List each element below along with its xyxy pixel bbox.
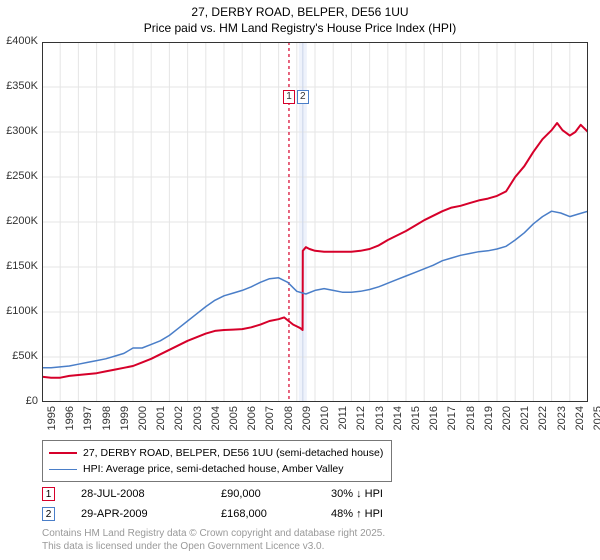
x-tick-label: 2014 (392, 406, 404, 438)
event-diff: 48% ↑ HPI (331, 508, 383, 520)
event-row: 2 29-APR-2009£168,00048% ↑ HPI (42, 504, 383, 524)
event-date: 28-JUL-2008 (81, 488, 221, 500)
event-price: £168,000 (221, 508, 331, 520)
x-tick-label: 2005 (228, 406, 240, 438)
x-tick-label: 2010 (319, 406, 331, 438)
x-tick-label: 2000 (137, 406, 149, 438)
copyright: Contains HM Land Registry data © Crown c… (42, 528, 385, 553)
x-tick-label: 2024 (574, 406, 586, 438)
x-tick-label: 2013 (374, 406, 386, 438)
events-table: 1 28-JUL-2008£90,00030% ↓ HPI 2 29-APR-2009… (42, 484, 383, 524)
x-tick-label: 2023 (556, 406, 568, 438)
legend-swatch (49, 452, 77, 454)
x-tick-label: 2020 (501, 406, 513, 438)
x-tick-label: 2025 (592, 406, 600, 438)
event-row-marker: 2 (42, 507, 55, 521)
x-tick-label: 1997 (82, 406, 94, 438)
x-tick-label: 2003 (192, 406, 204, 438)
legend-item: 27, DERBY ROAD, BELPER, DE56 1UU (semi-d… (49, 445, 383, 461)
legend-label: HPI: Average price, semi-detached house,… (83, 463, 344, 475)
legend-swatch (49, 469, 77, 470)
legend-label: 27, DERBY ROAD, BELPER, DE56 1UU (semi-d… (83, 447, 383, 459)
x-tick-label: 1995 (46, 406, 58, 438)
x-tick-label: 2007 (264, 406, 276, 438)
y-tick-label: £350K (0, 80, 38, 92)
y-tick-label: £250K (0, 170, 38, 182)
x-tick-label: 2004 (210, 406, 222, 438)
plot-area (42, 42, 588, 402)
legend: 27, DERBY ROAD, BELPER, DE56 1UU (semi-d… (42, 440, 392, 482)
y-tick-label: £150K (0, 260, 38, 272)
x-tick-label: 1996 (64, 406, 76, 438)
x-tick-label: 2015 (410, 406, 422, 438)
x-tick-label: 2002 (173, 406, 185, 438)
event-price: £90,000 (221, 488, 331, 500)
x-tick-label: 2006 (246, 406, 258, 438)
x-tick-label: 2018 (465, 406, 477, 438)
x-tick-label: 2019 (483, 406, 495, 438)
title-block: 27, DERBY ROAD, BELPER, DE56 1UU Price p… (0, 0, 600, 36)
event-date: 29-APR-2009 (81, 508, 221, 520)
chart-container: 27, DERBY ROAD, BELPER, DE56 1UU Price p… (0, 0, 600, 560)
x-tick-label: 1999 (119, 406, 131, 438)
x-tick-label: 2016 (428, 406, 440, 438)
event-row-marker: 1 (42, 487, 55, 501)
y-tick-label: £400K (0, 35, 38, 47)
x-tick-label: 2021 (519, 406, 531, 438)
x-tick-label: 2011 (337, 406, 349, 438)
x-tick-label: 2001 (155, 406, 167, 438)
y-tick-label: £0 (0, 395, 38, 407)
title-line-1: 27, DERBY ROAD, BELPER, DE56 1UU (0, 4, 600, 20)
title-line-2: Price paid vs. HM Land Registry's House … (0, 20, 600, 36)
y-tick-label: £50K (0, 350, 38, 362)
x-tick-label: 2017 (446, 406, 458, 438)
x-tick-label: 1998 (101, 406, 113, 438)
x-tick-label: 2022 (537, 406, 549, 438)
x-tick-label: 2009 (301, 406, 313, 438)
event-marker-2: 2 (297, 90, 309, 104)
event-row: 1 28-JUL-2008£90,00030% ↓ HPI (42, 484, 383, 504)
copyright-line-2: This data is licensed under the Open Gov… (42, 541, 385, 554)
event-diff: 30% ↓ HPI (331, 488, 383, 500)
y-tick-label: £300K (0, 125, 38, 137)
event-marker-1: 1 (283, 90, 295, 104)
y-tick-label: £200K (0, 215, 38, 227)
x-tick-label: 2008 (283, 406, 295, 438)
chart-svg (42, 42, 588, 402)
y-tick-label: £100K (0, 305, 38, 317)
x-tick-label: 2012 (355, 406, 367, 438)
copyright-line-1: Contains HM Land Registry data © Crown c… (42, 528, 385, 541)
legend-item: HPI: Average price, semi-detached house,… (49, 461, 383, 477)
